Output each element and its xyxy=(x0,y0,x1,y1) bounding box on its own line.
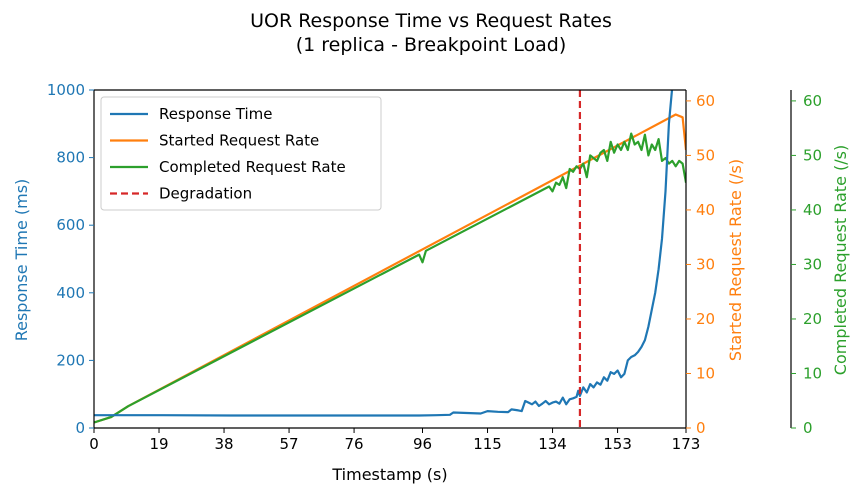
y-axis-label-left: Response Time (ms) xyxy=(12,179,31,342)
y-tick-label-right2: 0 xyxy=(803,419,813,437)
y-tick-label-right1: 60 xyxy=(696,92,715,110)
y-tick-label-right1: 40 xyxy=(696,201,715,219)
legend: Response Time Started Request Rate Complet… xyxy=(100,96,382,211)
x-axis-label: Timestamp (s) xyxy=(331,465,447,484)
y-tick-label-right2: 50 xyxy=(803,146,822,164)
x-tick-label: 19 xyxy=(149,435,168,453)
y-tick-label-left: 600 xyxy=(56,216,85,234)
y-tick-label-left: 200 xyxy=(56,351,85,369)
legend-label: Degradation xyxy=(159,185,252,203)
y-tick-label-right1: 30 xyxy=(696,255,715,273)
series-line-completed-request-rate xyxy=(94,132,686,424)
y-tick-label-right2: 30 xyxy=(803,255,822,273)
x-tick-label: 0 xyxy=(89,435,99,453)
plot-area xyxy=(94,90,686,428)
y-tick-label-right2: 60 xyxy=(803,92,822,110)
chart-title-line1: UOR Response Time vs Request Rates xyxy=(250,10,612,32)
y-axis-label-right2: Completed Request Rate (/s) xyxy=(831,145,850,375)
y-tick-label-left: 800 xyxy=(56,149,85,167)
series-line-response-time xyxy=(94,90,674,417)
y-tick-label-left: 0 xyxy=(75,419,85,437)
y-tick-label-right2: 10 xyxy=(803,364,822,382)
legend-label: Response Time xyxy=(159,105,273,123)
y-tick-label-right1: 0 xyxy=(696,419,706,437)
x-tick-label: 115 xyxy=(473,435,502,453)
y-tick-label-left: 400 xyxy=(56,284,85,302)
y-tick-label-left: 1000 xyxy=(47,81,85,99)
y-tick-label-right2: 40 xyxy=(803,201,822,219)
x-tick-label: 38 xyxy=(214,435,233,453)
x-tick-label: 57 xyxy=(280,435,299,453)
x-tick-label: 134 xyxy=(538,435,567,453)
y-tick-label-right1: 50 xyxy=(696,146,715,164)
y-tick-label-right1: 20 xyxy=(696,310,715,328)
legend-label: Started Request Rate xyxy=(159,132,319,150)
y-axis-label-right1: Started Request Rate (/s) xyxy=(726,159,745,361)
y-tick-label-right2: 20 xyxy=(803,310,822,328)
legend-label: Completed Request Rate xyxy=(159,158,346,176)
x-tick-label: 153 xyxy=(603,435,632,453)
legend-box xyxy=(100,96,382,211)
y-tick-label-right1: 10 xyxy=(696,364,715,382)
axes-group: 0 19 38 57 76 96 115 134 153 17302004006008001000… xyxy=(47,81,822,453)
x-tick-label: 173 xyxy=(672,435,701,453)
x-tick-label: 96 xyxy=(413,435,432,453)
chart-title-line2: (1 replica - Breakpoint Load) xyxy=(296,34,567,56)
x-tick-label: 76 xyxy=(345,435,364,453)
